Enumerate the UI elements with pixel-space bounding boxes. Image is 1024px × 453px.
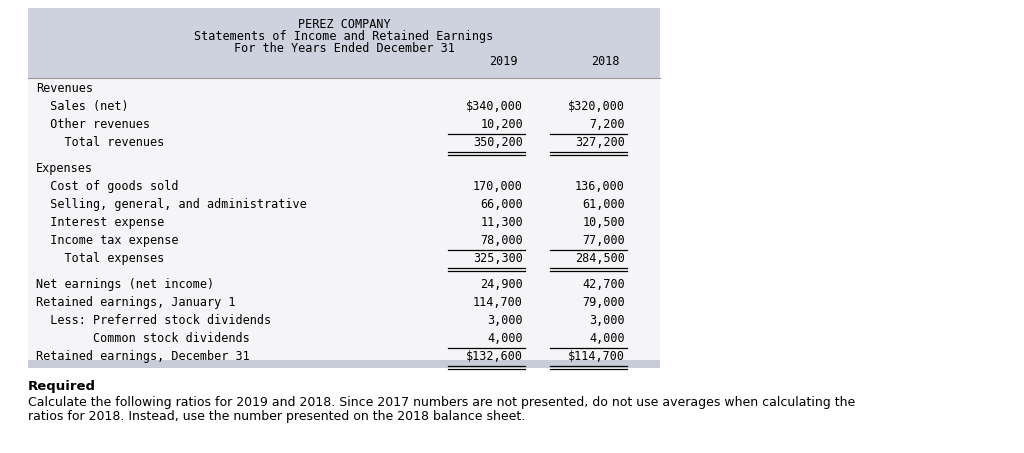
Text: 61,000: 61,000 [583,198,625,211]
Text: Other revenues: Other revenues [36,118,150,131]
Text: 78,000: 78,000 [480,234,523,247]
Text: Common stock dividends: Common stock dividends [36,332,250,345]
Text: 136,000: 136,000 [575,180,625,193]
Text: 3,000: 3,000 [590,314,625,327]
Bar [28,360,660,368]
Text: 2018: 2018 [591,55,620,68]
Text: Revenues: Revenues [36,82,93,95]
Text: 24,900: 24,900 [480,278,523,291]
Text: Selling, general, and administrative: Selling, general, and administrative [36,198,307,211]
Text: 42,700: 42,700 [583,278,625,291]
Text: Retained earnings, December 31: Retained earnings, December 31 [36,350,250,363]
Text: 77,000: 77,000 [583,234,625,247]
Text: 7,200: 7,200 [590,118,625,131]
Text: Income tax expense: Income tax expense [36,234,178,247]
Text: Net earnings (net income): Net earnings (net income) [36,278,214,291]
Text: Retained earnings, January 1: Retained earnings, January 1 [36,296,236,309]
Text: 350,200: 350,200 [473,136,523,149]
Bar [28,8,660,78]
Text: 66,000: 66,000 [480,198,523,211]
Text: 114,700: 114,700 [473,296,523,309]
Text: Less: Preferred stock dividends: Less: Preferred stock dividends [36,314,271,327]
Text: 10,200: 10,200 [480,118,523,131]
Text: $114,700: $114,700 [568,350,625,363]
Text: Sales (net): Sales (net) [36,100,129,113]
Text: For the Years Ended December 31: For the Years Ended December 31 [233,42,455,55]
Text: Expenses: Expenses [36,162,93,175]
Text: Cost of goods sold: Cost of goods sold [36,180,178,193]
Text: Statements of Income and Retained Earnings: Statements of Income and Retained Earnin… [195,30,494,43]
Text: 11,300: 11,300 [480,216,523,229]
Text: 4,000: 4,000 [487,332,523,345]
Text: Calculate the following ratios for 2019 and 2018. Since 2017 numbers are not pre: Calculate the following ratios for 2019 … [28,396,855,409]
Text: 3,000: 3,000 [487,314,523,327]
Text: 4,000: 4,000 [590,332,625,345]
Text: $132,600: $132,600 [466,350,523,363]
Text: $340,000: $340,000 [466,100,523,113]
Text: 79,000: 79,000 [583,296,625,309]
Text: 2019: 2019 [488,55,517,68]
Text: 284,500: 284,500 [575,252,625,265]
Text: Total expenses: Total expenses [36,252,164,265]
Text: 10,500: 10,500 [583,216,625,229]
Text: 327,200: 327,200 [575,136,625,149]
Text: 325,300: 325,300 [473,252,523,265]
Bar [28,78,660,360]
Text: PEREZ COMPANY: PEREZ COMPANY [298,18,390,31]
Text: Total revenues: Total revenues [36,136,164,149]
Text: $320,000: $320,000 [568,100,625,113]
Text: 170,000: 170,000 [473,180,523,193]
Text: ratios for 2018. Instead, use the number presented on the 2018 balance sheet.: ratios for 2018. Instead, use the number… [28,410,525,423]
Text: Interest expense: Interest expense [36,216,164,229]
Text: Required: Required [28,380,96,393]
